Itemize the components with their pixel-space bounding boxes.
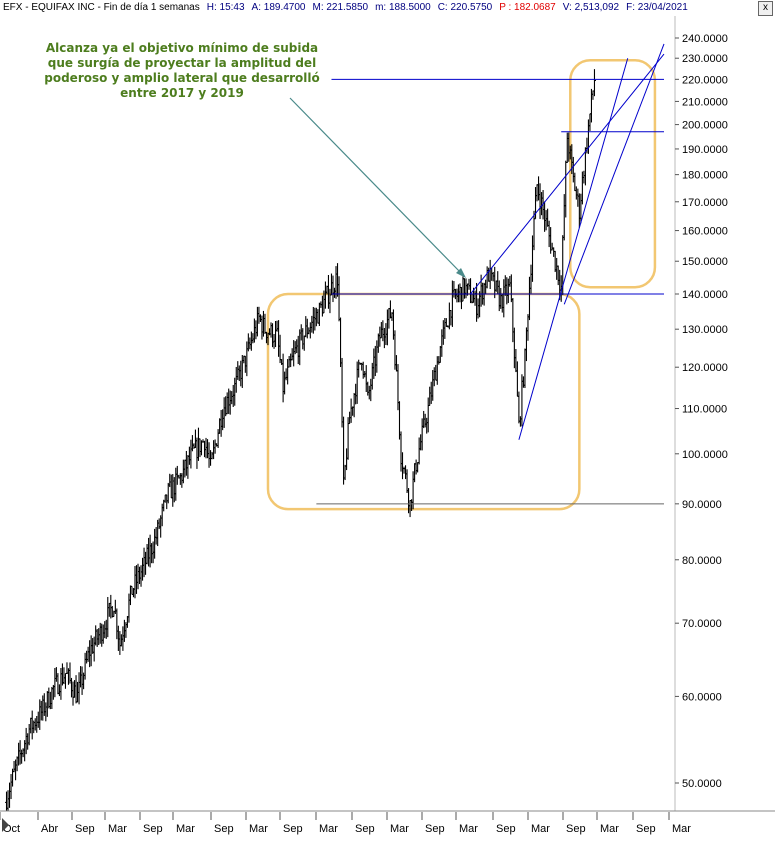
range-box [569, 59, 657, 289]
header-item-6: P : 182.0687 [499, 2, 556, 13]
x-tick-label: Sep [214, 823, 234, 835]
x-tick-label: Sep [496, 823, 516, 835]
scroll-left-icon[interactable] [2, 818, 9, 832]
x-tick-label: Mar [531, 823, 550, 835]
y-tick-label: 170.0000 [682, 197, 728, 209]
x-tick-label: Mar [249, 823, 268, 835]
annotation-text: Alcanza ya el objetivo mínimo de subidaq… [44, 41, 320, 100]
chart-background [0, 16, 775, 844]
x-tick-label: Sep [355, 823, 375, 835]
annotation-line: Alcanza ya el objetivo mínimo de subida [46, 41, 318, 55]
x-tick-label: Mar [108, 823, 127, 835]
price-bars [5, 69, 596, 815]
trend-lines [470, 43, 665, 440]
y-tick-label: 150.0000 [682, 256, 728, 268]
header-item-8: F: 23/04/2021 [626, 2, 688, 13]
annotation-line: entre 2017 y 2019 [120, 86, 244, 100]
arrow-head-icon [456, 268, 466, 278]
annotation-arrow [289, 97, 466, 278]
x-tick-label: Sep [75, 823, 95, 835]
y-tick-label: 60.0000 [682, 691, 722, 703]
x-tick-label: Sep [143, 823, 163, 835]
x-tick-label: Sep [425, 823, 445, 835]
header-item-3: M: 221.5850 [312, 2, 369, 13]
chart-header-bar: EFX - EQUIFAX INC - Fin de día 1 semanas… [0, 0, 775, 17]
header-item-1: H: 15:43 [206, 2, 245, 13]
y-tick-label: 120.0000 [682, 362, 728, 374]
header-item-5: C: 220.5750 [437, 2, 493, 13]
annotation-line: que surgía de proyectar la amplitud del [48, 56, 316, 70]
trend-line [470, 53, 665, 295]
y-tick-label: 210.0000 [682, 96, 728, 108]
y-tick-label: 200.0000 [682, 120, 728, 132]
y-tick-label: 70.0000 [682, 618, 722, 630]
x-tick-label: Sep [636, 823, 656, 835]
horizontal-levels [316, 78, 664, 505]
x-tick-label: Sep [283, 823, 303, 835]
x-tick-label: Mar [672, 823, 691, 835]
y-tick-label: 140.0000 [682, 289, 728, 301]
x-tick-label: Abr [41, 823, 58, 835]
x-tick-label: Sep [566, 823, 586, 835]
y-tick-label: 160.0000 [682, 226, 728, 238]
header-item-0: EFX - EQUIFAX INC - Fin de día 1 semanas [3, 2, 200, 13]
y-tick-label: 50.0000 [682, 778, 722, 790]
close-chart-button[interactable]: x [758, 1, 773, 16]
x-tick-label: Mar [600, 823, 619, 835]
y-tick-label: 110.0000 [682, 404, 727, 416]
price-chart[interactable]: Alcanza ya el objetivo mínimo de subidaq… [0, 16, 775, 844]
y-tick-label: 80.0000 [682, 555, 722, 567]
x-axis-ticks: Oct Abr Sep Mar Sep Mar Sep Mar Sep Mar Sep Mar Sep M… [0, 812, 691, 835]
header-item-7: V: 2,513,092 [562, 2, 620, 13]
arrow-shaft [289, 97, 463, 275]
y-tick-label: 220.0000 [682, 74, 728, 86]
annotation-line: poderoso y amplio lateral que desarrolló [44, 71, 320, 85]
y-tick-label: 230.0000 [682, 53, 728, 65]
x-tick-label: Mar [390, 823, 409, 835]
y-tick-label: 100.0000 [682, 449, 728, 461]
y-axis-ticks: 50.0000 60.0000 70.0000 80.0000 90.0000 100.0… [675, 33, 728, 790]
x-tick-label: Mar [176, 823, 195, 835]
x-tick-label: Mar [459, 823, 478, 835]
y-tick-label: 240.0000 [682, 33, 728, 45]
trend-line [563, 43, 665, 305]
y-tick-label: 190.0000 [682, 144, 728, 156]
y-tick-label: 90.0000 [682, 499, 722, 511]
y-tick-label: 180.0000 [682, 170, 728, 182]
header-item-2: A: 189.4700 [251, 2, 306, 13]
x-tick-label: Mar [319, 823, 338, 835]
y-tick-label: 130.0000 [682, 324, 728, 336]
header-item-4: m: 188.5000 [375, 2, 431, 13]
